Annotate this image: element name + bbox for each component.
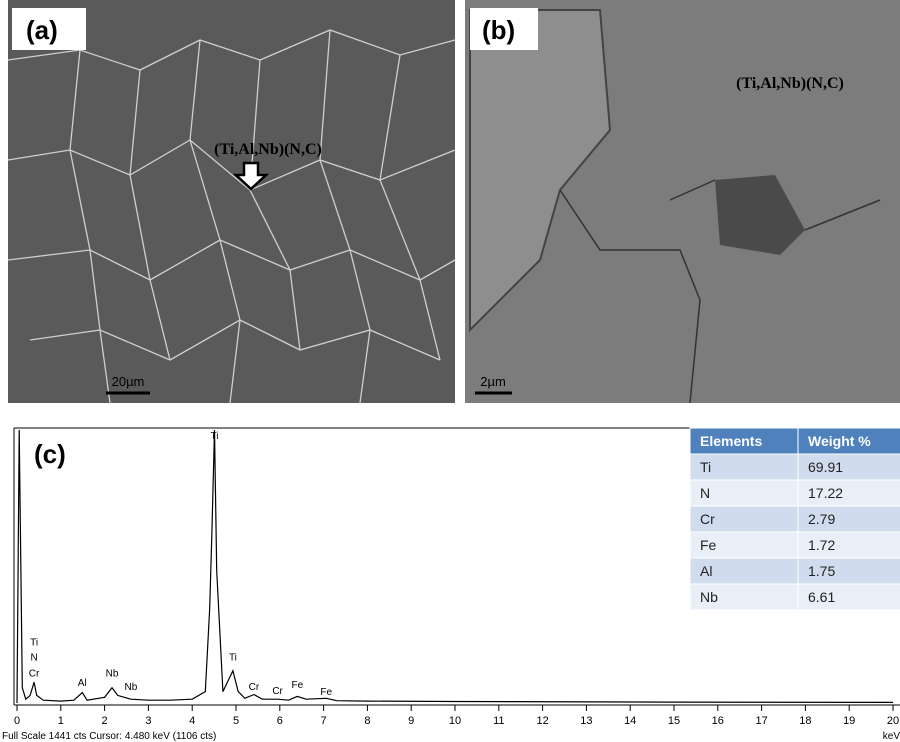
scale-label: 2µm (480, 374, 506, 389)
x-tick-label: 2 (102, 715, 108, 727)
x-tick-label: 5 (233, 715, 239, 727)
peak-label: Cr (29, 668, 40, 679)
peak-label: Ti (229, 652, 237, 663)
x-tick-label: 14 (624, 715, 636, 727)
table-header: Weight % (808, 433, 871, 449)
peak-label: Fe (291, 680, 303, 691)
table-cell-text: 6.61 (808, 589, 835, 605)
x-axis-label: keV (883, 731, 900, 742)
peak-label: Cr (272, 686, 283, 697)
x-tick-label: 13 (580, 715, 592, 727)
table-cell-text: Cr (700, 511, 715, 527)
scale-label: 20µm (112, 374, 145, 389)
x-tick-label: 10 (449, 715, 461, 727)
x-tick-label: 19 (843, 715, 855, 727)
panel-label: (a) (26, 15, 58, 45)
peak-label: Fe (320, 687, 332, 698)
x-tick-label: 7 (321, 715, 327, 727)
panel-label: (c) (34, 439, 66, 469)
peak-label: Al (78, 678, 87, 689)
x-tick-label: 17 (755, 715, 767, 727)
table-cell-text: 69.91 (808, 459, 843, 475)
peak-label: Ti (211, 431, 219, 442)
table-header: Elements (700, 433, 762, 449)
x-tick-label: 11 (493, 715, 504, 727)
x-tick-label: 1 (58, 715, 64, 727)
table-cell-text: 2.79 (808, 511, 835, 527)
table-cell-text: 1.75 (808, 563, 835, 579)
x-tick-label: 9 (408, 715, 414, 727)
x-tick-label: 20 (887, 715, 899, 727)
x-tick-label: 4 (189, 715, 195, 727)
table-cell-text: 1.72 (808, 537, 835, 553)
peak-label: N (30, 652, 37, 663)
table-cell-text: Ti (700, 459, 711, 475)
table-cell-text: Al (700, 563, 712, 579)
x-tick-label: 3 (145, 715, 151, 727)
peak-label: Nb (124, 682, 137, 693)
table-cell-text: 17.22 (808, 485, 843, 501)
x-tick-label: 12 (536, 715, 548, 727)
x-tick-label: 0 (14, 715, 20, 727)
phase-label: (Ti,Al,Nb)(N,C) (736, 75, 844, 92)
x-tick-label: 18 (799, 715, 811, 727)
peak-label: Cr (249, 682, 260, 693)
x-tick-label: 15 (668, 715, 680, 727)
x-tick-label: 8 (364, 715, 370, 727)
figure: (a) (Ti,Al,Nb)(N,C) 20µm (b) (Ti,Al,Nb)(… (0, 0, 900, 742)
panel-label: (b) (482, 15, 515, 45)
table-cell-text: Fe (700, 537, 717, 553)
phase-label: (Ti,Al,Nb)(N,C) (214, 141, 322, 158)
table-cell-text: N (700, 485, 710, 501)
peak-label: Ti (30, 637, 38, 648)
x-tick-label: 16 (712, 715, 724, 727)
footer: Full Scale 1441 cts Cursor: 4.480 keV (1… (2, 731, 216, 742)
peak-label: Nb (106, 668, 119, 679)
x-tick-label: 6 (277, 715, 283, 727)
table-cell-text: Nb (700, 589, 718, 605)
